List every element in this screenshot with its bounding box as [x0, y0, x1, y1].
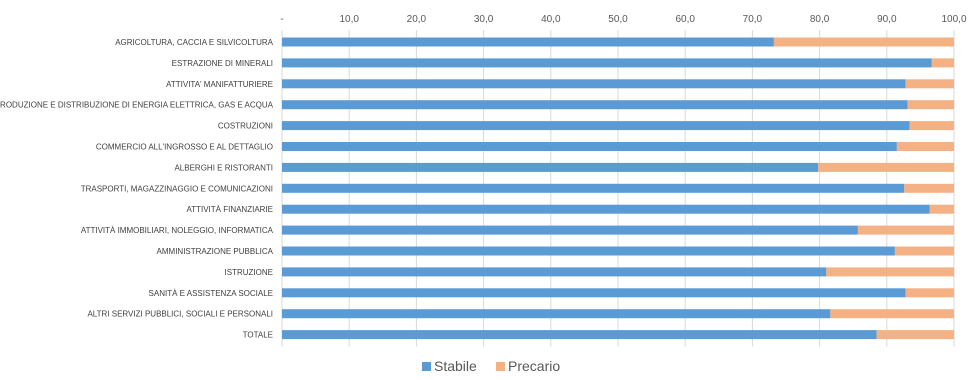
bars: [282, 37, 954, 340]
bar-stabile: [282, 309, 831, 319]
x-tick-label: 80,0: [810, 14, 830, 25]
category-label: COSTRUZIONI: [218, 122, 273, 131]
category-label: AMMINISTRAZIONE PUBBLICA: [157, 247, 274, 256]
category-labels: AGRICOLTURA, CACCIA E SILVICOLTURA ESTRAZ…: [0, 38, 274, 340]
x-tick-label: 40,0: [541, 14, 561, 25]
x-tick-label: 60,0: [675, 14, 695, 25]
bar-stabile: [282, 330, 877, 340]
legend-label-precario: Precario: [508, 358, 560, 374]
bar-precario: [905, 288, 954, 298]
x-tick-label: 70,0: [743, 14, 763, 25]
category-label: TOTALE: [243, 331, 273, 340]
bar-stabile: [282, 225, 858, 235]
bar-stabile: [282, 37, 774, 47]
bar-stabile: [282, 183, 905, 193]
category-label: ISTRUZIONE: [225, 268, 273, 277]
bar-stabile: [282, 204, 930, 214]
category-label: ALTRI SERVIZI PUBBLICI, SOCIALI E PERSON…: [87, 310, 273, 319]
x-tick-label: 20,0: [407, 14, 427, 25]
bar-precario: [907, 100, 954, 110]
bar-stabile: [282, 142, 897, 151]
legend-swatch-precario: [496, 362, 505, 371]
bar-stabile: [282, 100, 908, 110]
category-label: PRODUZIONE E DISTRIBUZIONE DI ENERGIA EL…: [0, 101, 274, 110]
bar-stabile: [282, 162, 819, 172]
x-tick-label: 100,0: [941, 14, 966, 25]
category-label: COMMERCIO ALL'INGROSSO E AL DETTAGLIO: [96, 143, 273, 152]
category-label: ATTIVITÀ IMMOBILIARI, NOLEGGIO, INFORMAT…: [81, 226, 274, 235]
category-label: TRASPORTI, MAGAZZINAGGIO E COMUNICAZIONI: [81, 184, 273, 193]
bar-stabile: [282, 267, 827, 277]
x-tick-label: 30,0: [474, 14, 494, 25]
x-tick-label: 10,0: [339, 14, 359, 25]
x-tick-label: 50,0: [608, 14, 628, 25]
bar-precario: [896, 142, 954, 151]
bar-precario: [931, 58, 954, 68]
bar-stabile: [282, 58, 932, 68]
legend-swatch-stabile: [422, 362, 431, 371]
bar-precario: [894, 246, 954, 256]
legend: Stabile Precario: [422, 358, 560, 374]
bar-precario: [857, 225, 954, 235]
x-tick-label: -: [280, 14, 283, 25]
x-axis-ticks: - 10,0 20,0 30,0 40,0 50,0 60,0 70,0 80,0 90,0 100…: [280, 14, 967, 25]
category-label: ATTIVITÀ FINANZIARIE: [186, 205, 273, 214]
bar-precario: [904, 183, 954, 193]
x-tick-label: 90,0: [877, 14, 897, 25]
category-label: SANITÀ E ASSISTENZA SOCIALE: [149, 289, 273, 298]
bar-stabile: [282, 246, 895, 256]
category-label: AGRICOLTURA, CACCIA E SILVICOLTURA: [115, 38, 273, 47]
legend-label-stabile: Stabile: [434, 358, 477, 374]
bar-precario: [909, 121, 954, 131]
bar-precario: [773, 37, 954, 47]
bar-stabile: [282, 121, 910, 131]
bar-precario: [876, 330, 954, 340]
bar-precario: [929, 204, 954, 214]
category-label: ALBERGHI E RISTORANTI: [174, 163, 273, 172]
category-label: ATTIVITA' MANIFATTURIERE: [166, 80, 273, 89]
bar-stabile: [282, 79, 906, 89]
bar-stabile: [282, 288, 906, 298]
bar-precario: [818, 162, 954, 172]
bar-precario: [830, 309, 954, 319]
category-label: ESTRAZIONE DI MINERALI: [172, 59, 273, 68]
bar-precario: [826, 267, 954, 277]
bar-precario: [905, 79, 954, 89]
